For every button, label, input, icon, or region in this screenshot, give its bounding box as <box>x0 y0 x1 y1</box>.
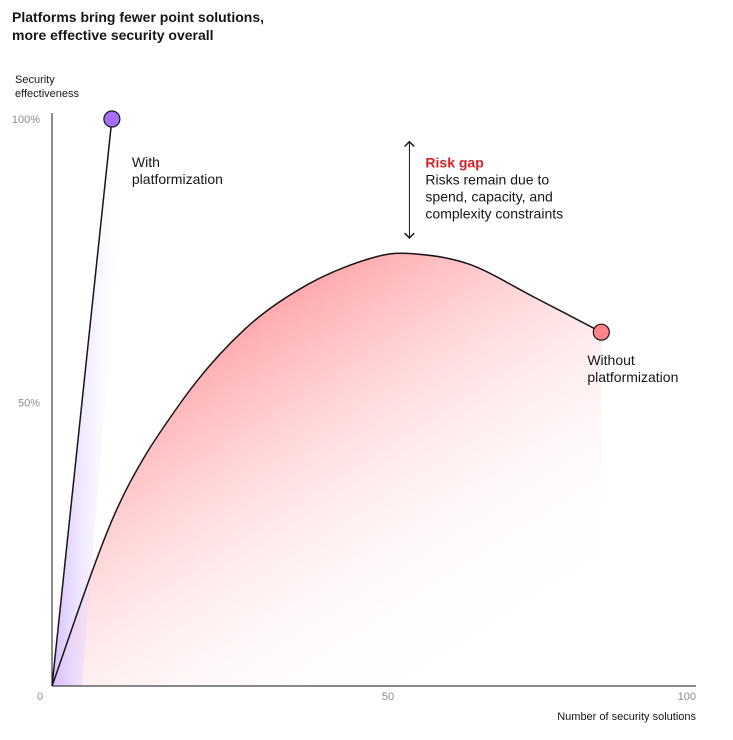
without-platformization-marker <box>592 323 610 341</box>
y-tick-label: 100% <box>12 114 40 126</box>
y-tick-label: 50% <box>18 398 40 410</box>
without-platformization-area <box>52 253 602 686</box>
x-tick-label: 100 <box>678 691 696 703</box>
risk-gap-description: Risks remain due to spend, capacity, and c… <box>425 172 563 222</box>
with-platformization-line <box>51 118 113 687</box>
with-platformization-area <box>52 119 126 686</box>
risk-gap-title: Risk gap <box>425 155 483 171</box>
without-platformization-label-line: platformization <box>587 369 678 385</box>
with-platformization-marker <box>103 110 121 128</box>
risk-gap-description-line: Risks remain due to <box>425 172 549 188</box>
x-axis-label: Number of security solutions <box>557 711 696 723</box>
y-axis-label: Security effectiveness <box>15 74 80 100</box>
y-axis-label-line: Security <box>15 74 55 86</box>
without-platformization-line <box>51 252 602 687</box>
risk-gap-description-line: spend, capacity, and <box>425 189 552 205</box>
without-platformization-label: Without platformization <box>587 352 678 385</box>
with-platformization-label-line: With <box>132 154 160 170</box>
x-tick-label: 0 <box>37 691 43 703</box>
with-platformization-label: With platformization <box>132 154 223 187</box>
chart-title: Platforms bring fewer point solutions, m… <box>12 8 342 44</box>
chart-title-line: more effective security overall <box>12 27 214 43</box>
chart-title-line: Platforms bring fewer point solutions, <box>12 9 265 25</box>
risk-gap-description-line: complexity constraints <box>425 206 563 222</box>
without-platformization-label-line: Without <box>587 352 635 368</box>
with-platformization-label-line: platformization <box>132 171 223 187</box>
y-axis-label-line: effectiveness <box>15 88 80 100</box>
x-tick-label: 50 <box>382 691 394 703</box>
